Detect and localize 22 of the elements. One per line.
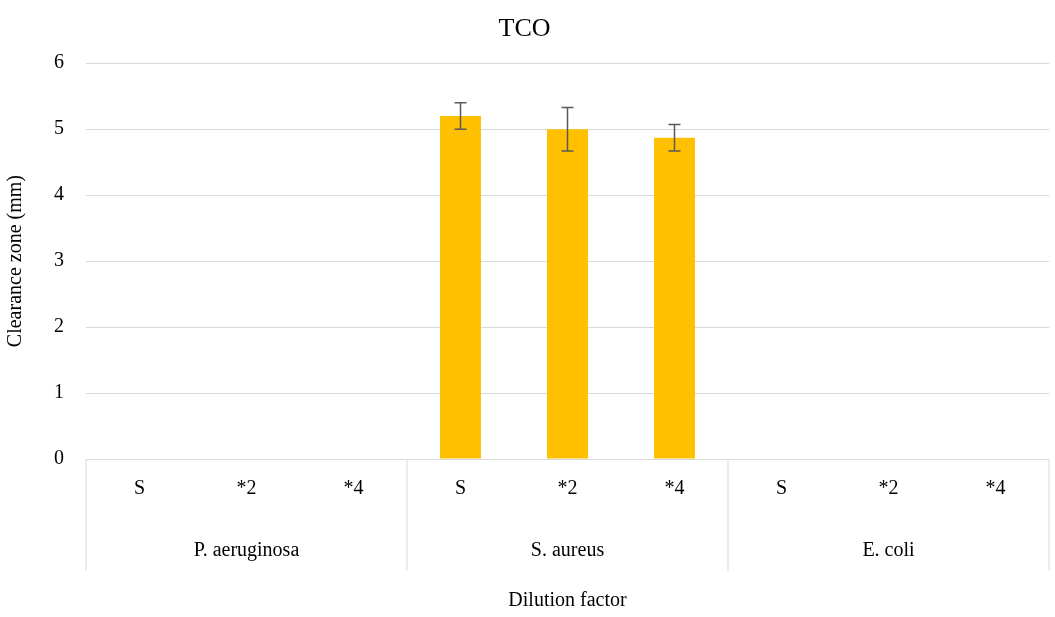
x-axis-title: Dilution factor (508, 588, 627, 611)
text: P. aeruginosa (193, 538, 300, 562)
x-tick-label: S (454, 476, 467, 499)
chart-title: TCO (498, 13, 551, 43)
y-tick-label: 4 (54, 182, 64, 205)
text: E. coli (862, 538, 916, 561)
x-tick-label: *4 (985, 476, 1006, 499)
y-axis-title: Clearance zone (mm) (3, 175, 27, 348)
x-tick-label: *4 (664, 476, 685, 499)
y-tick-label: 0 (54, 446, 64, 469)
x-tick-label: S (133, 476, 146, 499)
x-tick-label: *4 (343, 476, 364, 499)
x-tick-label: *2 (557, 476, 578, 499)
y-tick-label: 6 (54, 50, 64, 73)
x-tick-label: S (775, 476, 788, 499)
text: S. aureus (530, 538, 605, 561)
y-tick-label: 3 (54, 248, 64, 271)
y-tick-label: 5 (54, 116, 64, 139)
y-tick-label: 1 (54, 380, 64, 403)
y-tick-label: 2 (54, 314, 64, 337)
x-tick-label: *2 (878, 476, 899, 499)
x-tick-label: *2 (236, 476, 257, 499)
